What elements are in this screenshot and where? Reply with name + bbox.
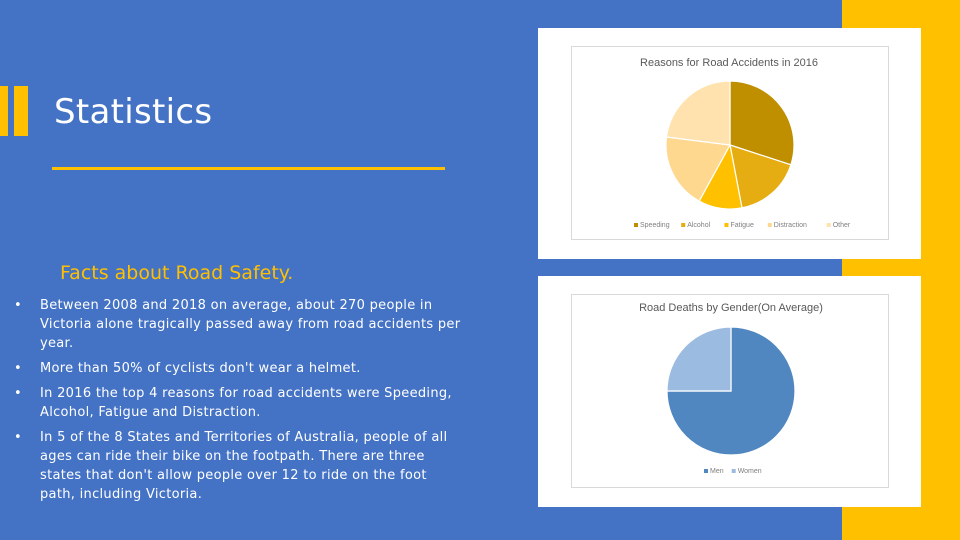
title-accent-bar-left [0,86,8,136]
bullet-item: • More than 50% of cyclists don't wear a … [14,359,464,378]
chart-title: Reasons for Road Accidents in 2016 [640,57,818,69]
bullet-dot: • [14,298,22,313]
bullet-dot: • [14,430,22,445]
chart-frame [571,294,889,488]
gender-deaths-pie-chart: Road Deaths by Gender(On Average) Men Wome… [639,302,823,475]
bullet-text: In 5 of the 8 States and Territories of … [40,430,448,502]
bullet-list: • Between 2008 and 2018 on average, about… [14,296,464,510]
legend-swatch-men [704,469,708,473]
bullet-dot: • [14,361,22,376]
legend-label-alcohol: Alcohol [687,222,710,229]
title-underline [52,167,445,170]
legend-label-speeding: Speeding [640,222,670,229]
legend-label-other: Other [833,222,851,229]
legend-label-women: Women [738,468,762,475]
legend-swatch-other [826,223,831,227]
pie-slice-alcohol [729,144,792,209]
slide-subtitle: Facts about Road Safety. [60,262,294,284]
legend-swatch-alcohol [681,223,686,227]
title-accent-bar-right [14,86,28,136]
legend-label-men: Men [710,468,724,475]
legend-swatch-women [731,469,736,473]
legend-swatch-distraction [767,223,772,227]
bullet-item: • In 5 of the 8 States and Territories of… [14,428,464,504]
pie-slice-women [666,326,732,392]
chart-title: Road Deaths by Gender(On Average) [639,302,823,314]
legend-label-distraction: Distraction [774,222,807,229]
accident-reasons-chart-card: Reasons for Road Accidents in 2016 Speedi… [538,28,921,259]
legend-swatch-fatigue [724,223,729,227]
pie-slice-speeding [729,80,795,166]
chart-frame [571,46,889,240]
legend-label-fatigue: Fatigue [731,222,754,229]
bullet-dot: • [14,386,22,401]
gender-deaths-chart-card: Road Deaths by Gender(On Average) Men Wome… [538,276,921,507]
bullet-text: In 2016 the top 4 reasons for road accid… [40,386,452,420]
pie-slice-other [665,80,731,146]
accident-reasons-pie-chart: Reasons for Road Accidents in 2016 Speedi… [634,57,851,229]
pie-slice-men [666,326,796,456]
bullet-text: More than 50% of cyclists don't wear a h… [40,361,361,376]
legend-swatch-speeding [634,223,638,227]
bullet-item: • In 2016 the top 4 reasons for road acci… [14,384,464,422]
pie-slice-distraction [665,136,731,202]
bullet-item: • Between 2008 and 2018 on average, about… [14,296,464,353]
slide-title: Statistics [54,92,213,132]
bullet-text: Between 2008 and 2018 on average, about … [40,298,461,351]
